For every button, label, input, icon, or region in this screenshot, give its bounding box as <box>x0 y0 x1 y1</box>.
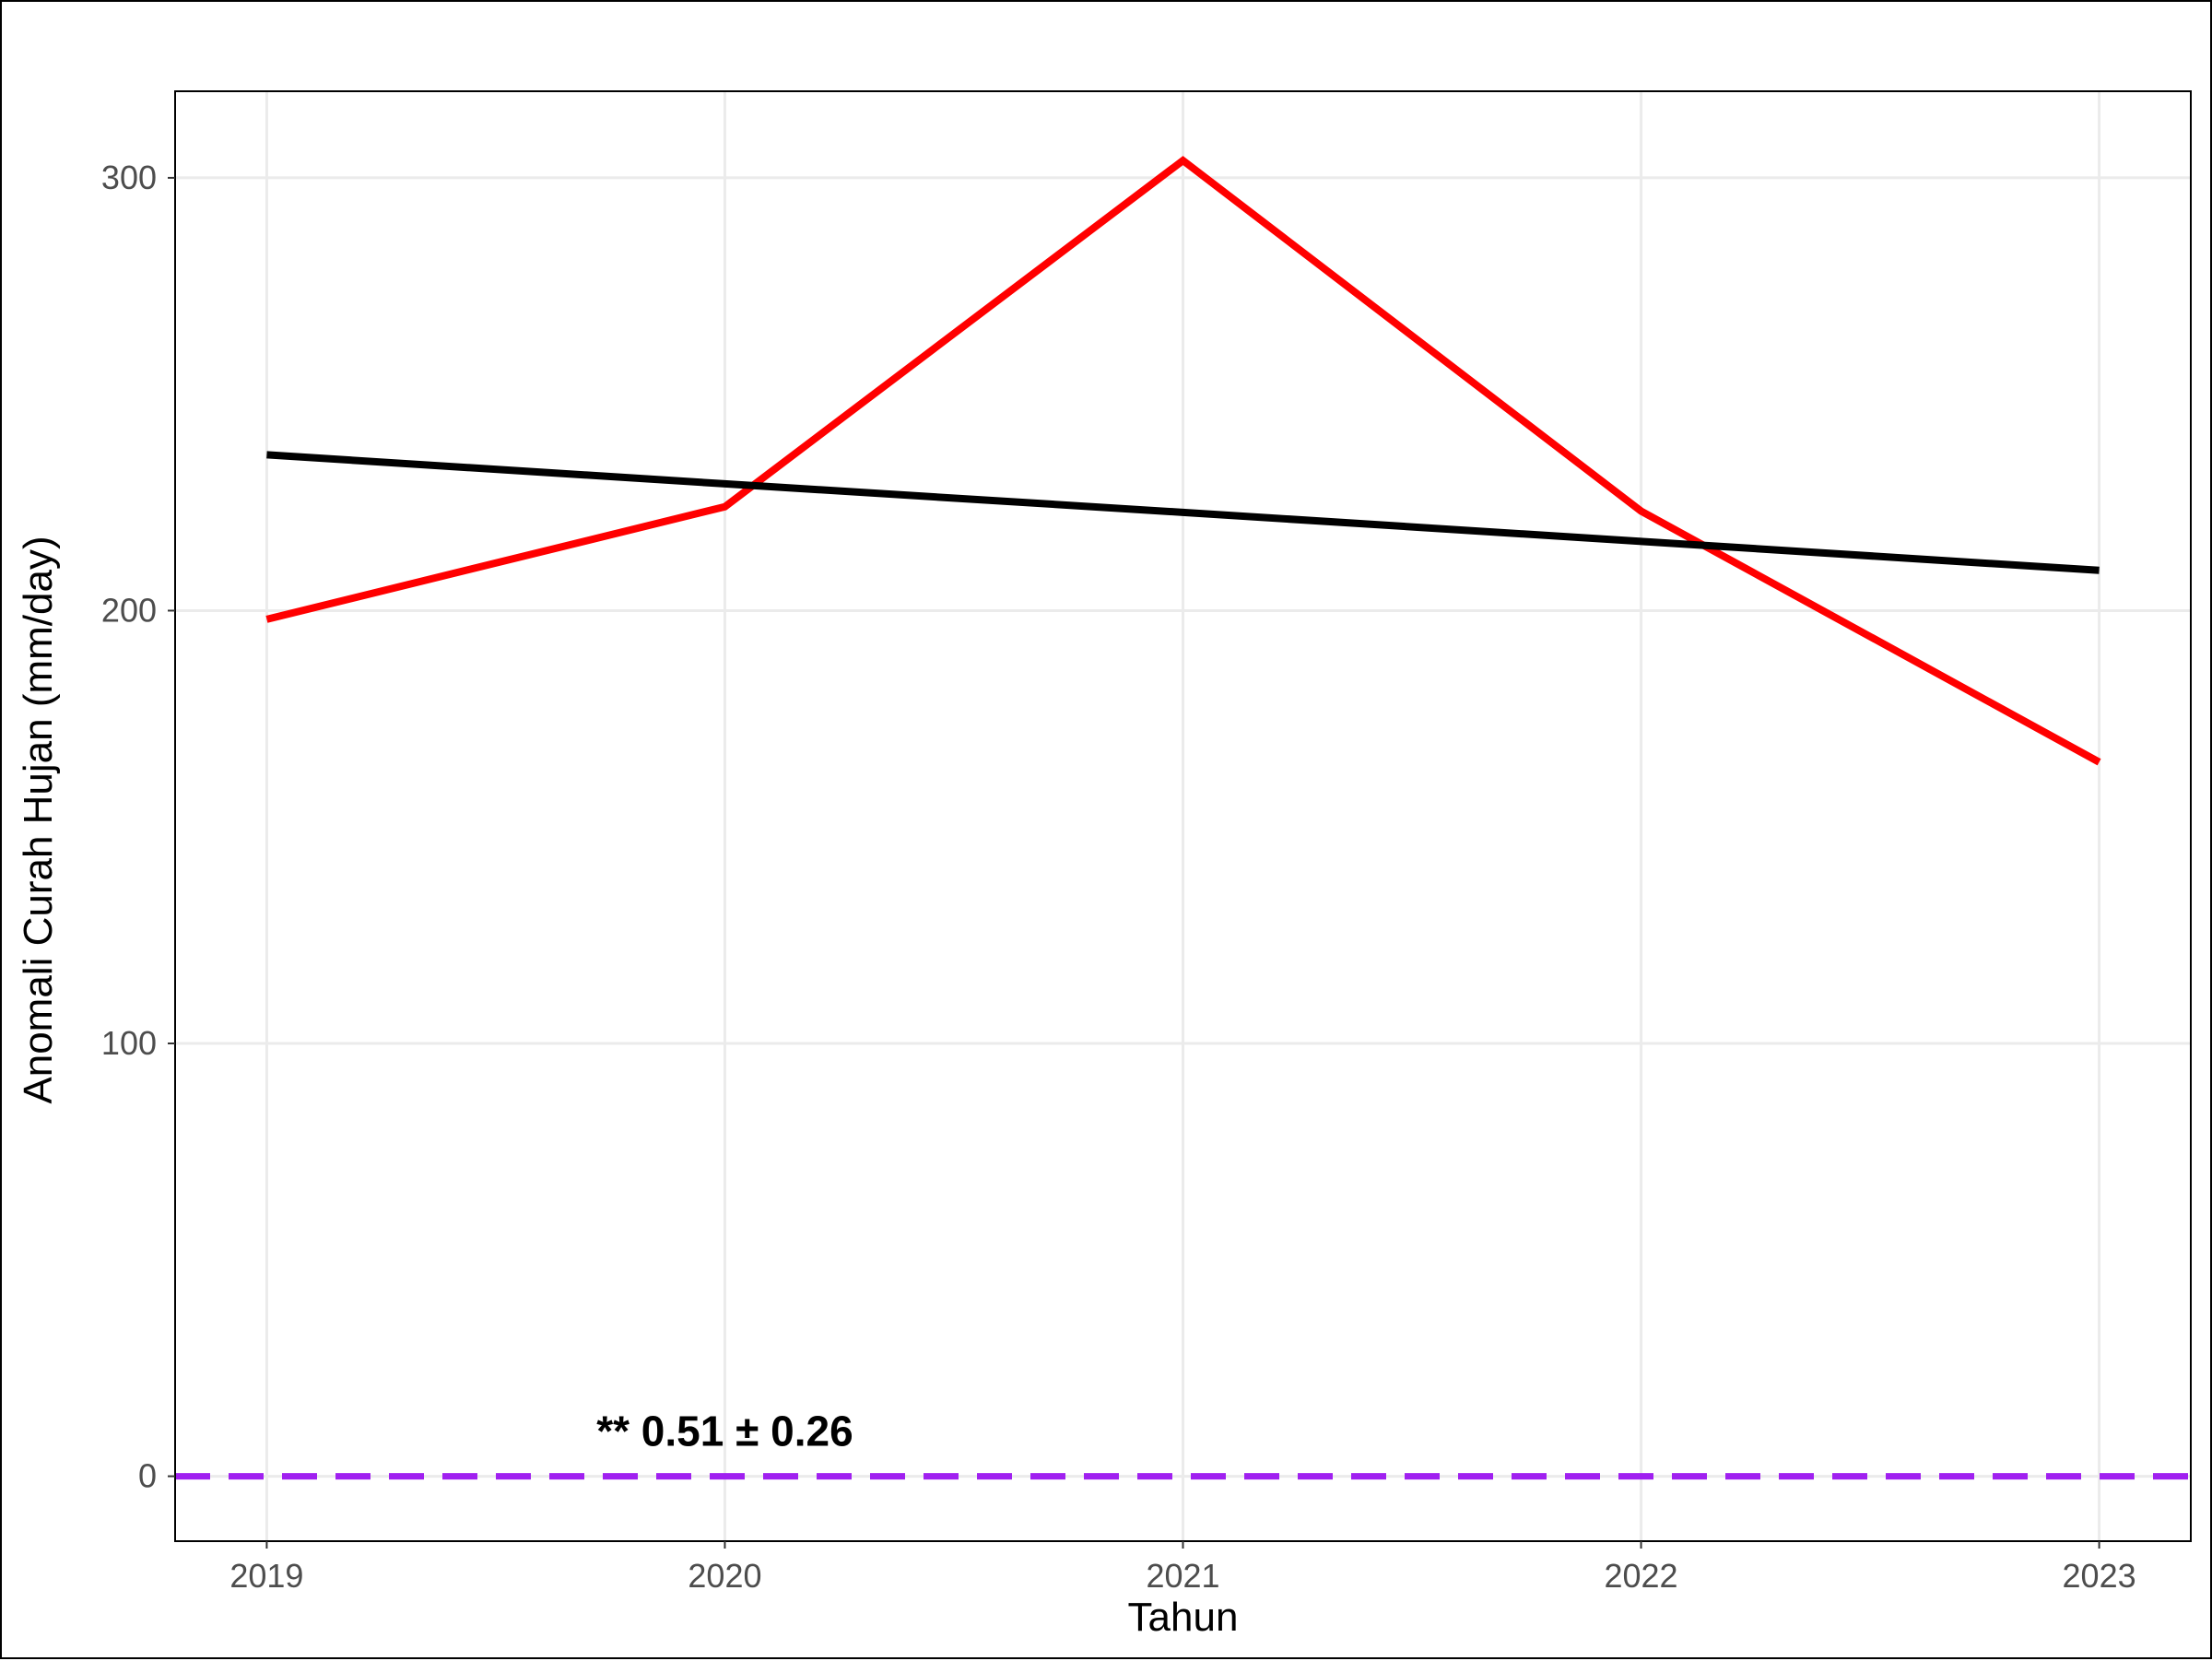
x-axis-title: Tahun <box>1128 1595 1239 1640</box>
x-tick-label-2022: 2022 <box>1604 1557 1677 1595</box>
y-axis-title: Anomali Curah Hujan (mm/day) <box>16 536 61 1103</box>
axis-layer: 2019 2020 2021 2022 2023 0 100 200 300 <box>101 159 2136 1595</box>
y-tick-label-300: 300 <box>101 159 157 196</box>
x-tick-label-2023: 2023 <box>2063 1557 2136 1595</box>
trend-annotation: ** 0.51 ± 0.26 <box>596 1408 853 1455</box>
y-tick-label-0: 0 <box>138 1457 157 1495</box>
grid-layer <box>175 91 2191 1541</box>
y-tick-label-100: 100 <box>101 1024 157 1062</box>
annotation-layer: ** 0.51 ± 0.26 <box>596 1408 853 1455</box>
x-tick-label-2020: 2020 <box>688 1557 761 1595</box>
x-tick-label-2019: 2019 <box>229 1557 303 1595</box>
x-tick-label-2021: 2021 <box>1146 1557 1219 1595</box>
y-tick-label-200: 200 <box>101 591 157 629</box>
